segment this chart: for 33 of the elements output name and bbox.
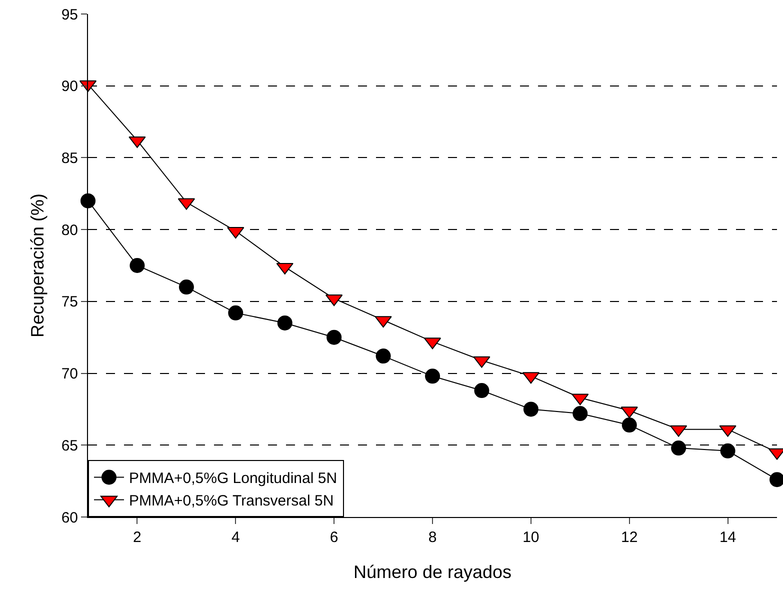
point — [80, 193, 96, 208]
x-tick-label: 12 — [621, 529, 638, 546]
point — [474, 383, 490, 398]
legend-label: PMMA+0,5%G Longitudinal 5N — [129, 470, 338, 488]
point — [376, 348, 391, 364]
x-tick-label: 14 — [719, 529, 736, 546]
point — [671, 440, 686, 456]
point — [523, 402, 538, 417]
point — [425, 368, 440, 384]
point — [277, 315, 292, 330]
point — [130, 258, 145, 273]
x-tick-label: 10 — [522, 529, 540, 546]
y-tick-label: 95 — [61, 6, 78, 24]
point — [622, 418, 637, 433]
y-axis-title: Recuperación (%) — [28, 193, 48, 338]
x-tick-label: 6 — [330, 529, 338, 546]
point — [720, 443, 736, 458]
x-tick-label: 2 — [133, 529, 142, 546]
y-tick-label: 75 — [61, 294, 78, 311]
point — [228, 305, 244, 320]
y-tick-label: 85 — [61, 150, 78, 167]
x-axis-title: Número de rayados — [353, 562, 512, 582]
y-tick-label: 70 — [61, 366, 78, 383]
point — [178, 280, 194, 295]
point — [326, 330, 342, 345]
y-tick-label: 80 — [61, 222, 78, 239]
legend-label: PMMA+0,5%G Transversal 5N — [129, 492, 334, 510]
y-tick-label: 65 — [61, 437, 78, 454]
y-tick-label: 60 — [61, 509, 78, 526]
x-tick-label: 8 — [428, 529, 437, 546]
x-tick-label: 4 — [231, 529, 240, 546]
y-tick-label: 90 — [61, 78, 78, 96]
point — [572, 406, 588, 422]
